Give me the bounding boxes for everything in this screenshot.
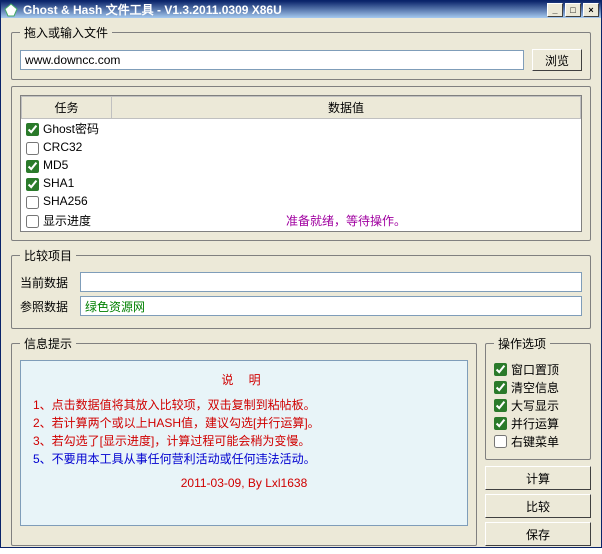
tasks-table: 任务 数据值 Ghost密码 CRC32 MD5 SHA1 SHA256 显示进度 准备就绪…	[21, 96, 581, 231]
info-footer: 2011-03-09, By Lxl1638	[33, 476, 455, 490]
task-checkbox[interactable]	[26, 160, 39, 173]
table-row[interactable]: Ghost密码	[22, 119, 581, 139]
file-section: 拖入或输入文件 浏览	[11, 24, 591, 80]
task-checkbox[interactable]	[26, 215, 39, 228]
option-checkbox[interactable]	[494, 363, 507, 376]
app-icon	[3, 2, 19, 18]
compare-legend: 比较项目	[20, 247, 76, 264]
maximize-button[interactable]: □	[565, 3, 581, 17]
info-line: 3、若勾选了[显示进度]，计算过程可能会稍为变慢。	[33, 432, 455, 450]
table-row[interactable]: CRC32	[22, 139, 581, 157]
window-title: Ghost & Hash 文件工具 - V1.3.2011.0309 X86U	[23, 1, 547, 18]
info-line: 2、若计算两个或以上HASH值，建议勾选[并行运算]。	[33, 414, 455, 432]
option-checkbox[interactable]	[494, 381, 507, 394]
option-checkbox[interactable]	[494, 399, 507, 412]
info-legend: 信息提示	[20, 335, 76, 352]
option-row: 窗口置顶	[494, 361, 582, 378]
current-data-label: 当前数据	[20, 274, 74, 291]
task-value[interactable]	[112, 157, 581, 175]
compare-button[interactable]: 比较	[485, 494, 591, 518]
browse-button[interactable]: 浏览	[532, 49, 582, 71]
task-label: SHA1	[43, 176, 74, 190]
table-row[interactable]: 显示进度 准备就绪，等待操作。	[22, 211, 581, 231]
option-label: 大写显示	[511, 397, 559, 414]
info-section: 信息提示 说 明 1、点击数据值将其放入比较项，双击复制到粘帖板。2、若计算两个…	[11, 335, 477, 546]
option-label: 并行运算	[511, 415, 559, 432]
client-area: 拖入或输入文件 浏览 任务 数据值 Ghost密码 CRC32 MD5 SHA1 SHA…	[1, 18, 601, 554]
save-button[interactable]: 保存	[485, 522, 591, 546]
task-label: MD5	[43, 158, 68, 172]
compare-section: 比较项目 当前数据 参照数据	[11, 247, 591, 329]
task-checkbox[interactable]	[26, 142, 39, 155]
compute-button[interactable]: 计算	[485, 466, 591, 490]
option-row: 大写显示	[494, 397, 582, 414]
option-label: 窗口置顶	[511, 361, 559, 378]
options-section: 操作选项 窗口置顶清空信息大写显示并行运算右键菜单	[485, 335, 591, 460]
tasks-section: 任务 数据值 Ghost密码 CRC32 MD5 SHA1 SHA256 显示进度 准备就绪…	[11, 86, 591, 241]
option-checkbox[interactable]	[494, 435, 507, 448]
task-label: SHA256	[43, 194, 88, 208]
info-line: 5、不要用本工具从事任何营利活动或任何违法活动。	[33, 450, 455, 468]
info-title: 说 明	[33, 371, 455, 388]
task-value[interactable]	[112, 119, 581, 139]
option-row: 清空信息	[494, 379, 582, 396]
task-label: 显示进度	[43, 214, 91, 228]
task-checkbox[interactable]	[26, 123, 39, 136]
task-label: Ghost密码	[43, 122, 99, 136]
tasks-header-data[interactable]: 数据值	[112, 97, 581, 119]
file-section-legend: 拖入或输入文件	[20, 24, 112, 41]
option-label: 清空信息	[511, 379, 559, 396]
minimize-button[interactable]: _	[547, 3, 563, 17]
ref-data-label: 参照数据	[20, 298, 74, 315]
option-checkbox[interactable]	[494, 417, 507, 430]
table-row[interactable]: SHA256	[22, 193, 581, 211]
titlebar: Ghost & Hash 文件工具 - V1.3.2011.0309 X86U …	[1, 1, 601, 18]
option-row: 并行运算	[494, 415, 582, 432]
options-legend: 操作选项	[494, 335, 550, 352]
table-row[interactable]: MD5	[22, 157, 581, 175]
info-line: 1、点击数据值将其放入比较项，双击复制到粘帖板。	[33, 396, 455, 414]
task-value[interactable]	[112, 139, 581, 157]
main-window: Ghost & Hash 文件工具 - V1.3.2011.0309 X86U …	[0, 0, 602, 548]
task-value[interactable]: 准备就绪，等待操作。	[112, 211, 581, 231]
option-row: 右键菜单	[494, 433, 582, 450]
table-row[interactable]: SHA1	[22, 175, 581, 193]
task-value[interactable]	[112, 193, 581, 211]
task-value[interactable]	[112, 175, 581, 193]
close-button[interactable]: ×	[583, 3, 599, 17]
tasks-header-task[interactable]: 任务	[22, 97, 112, 119]
file-input[interactable]	[20, 50, 524, 70]
info-textarea[interactable]: 说 明 1、点击数据值将其放入比较项，双击复制到粘帖板。2、若计算两个或以上HA…	[20, 360, 468, 526]
task-label: CRC32	[43, 140, 82, 154]
task-checkbox[interactable]	[26, 196, 39, 209]
ref-data-input[interactable]	[80, 296, 582, 316]
current-data-input[interactable]	[80, 272, 582, 292]
task-checkbox[interactable]	[26, 178, 39, 191]
option-label: 右键菜单	[511, 433, 559, 450]
